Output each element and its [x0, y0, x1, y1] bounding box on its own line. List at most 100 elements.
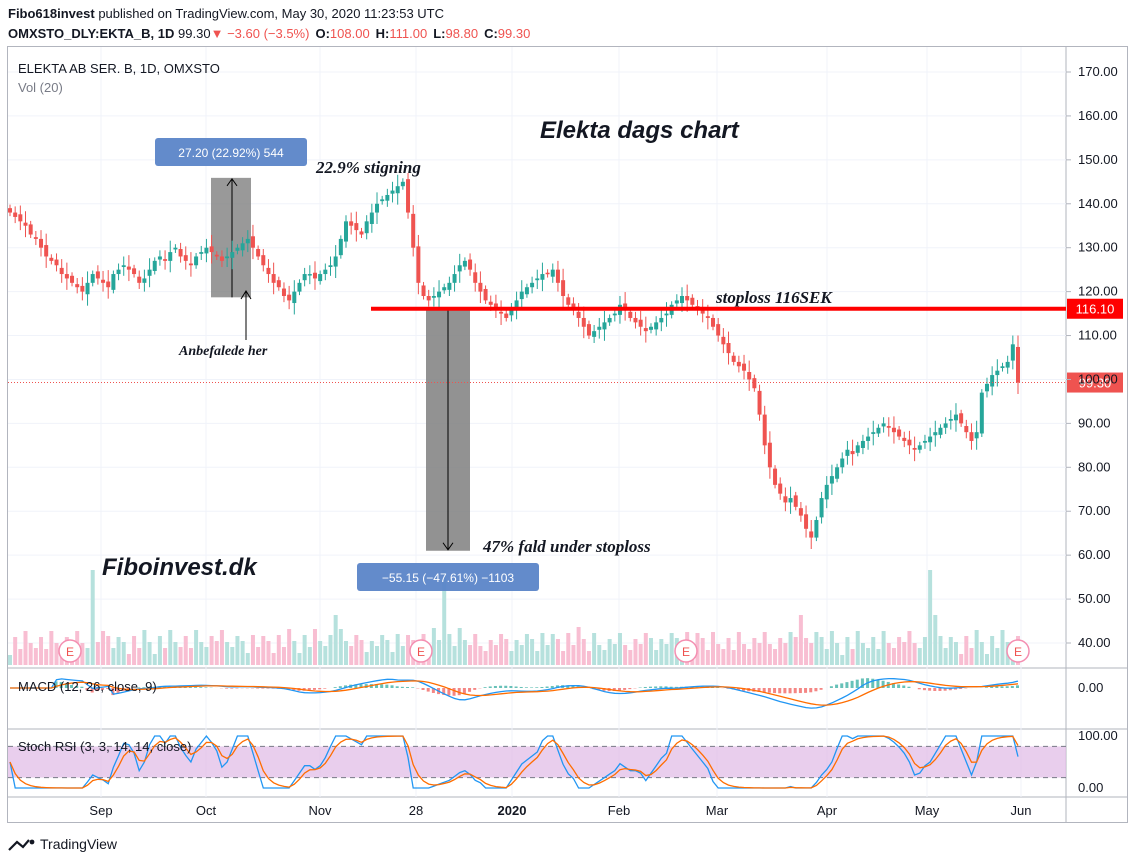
candle-body [142, 278, 147, 283]
volume-bar [214, 641, 219, 665]
macd-histogram-bar [623, 688, 627, 690]
volume-bar [814, 632, 819, 665]
volume-bar [891, 648, 896, 665]
grid-layer [8, 47, 1066, 797]
macd-histogram-bar [648, 686, 652, 688]
volume-bar [886, 643, 891, 665]
candle-body [364, 221, 369, 234]
candle-body [302, 274, 307, 281]
candle-body [783, 496, 788, 503]
macd-histogram-bar [1010, 685, 1014, 688]
candle-body [793, 495, 798, 507]
candle-body [571, 303, 576, 310]
volume-bar [13, 637, 18, 665]
time-tick-label: Mar [706, 803, 729, 818]
candle-body [628, 311, 633, 318]
volume-bar [876, 649, 881, 665]
candle-body [33, 237, 38, 239]
footer-brand[interactable]: TradingView [40, 836, 118, 852]
stoch-rsi-tick-label: 0.00 [1078, 780, 1103, 795]
macd-histogram-bar [959, 688, 963, 689]
candle-body [804, 514, 809, 529]
low-value: 98.80 [445, 26, 479, 41]
candle-body [798, 508, 803, 516]
publisher-name[interactable]: Fibo618invest [8, 6, 95, 21]
volume-bar [80, 643, 85, 665]
time-tick-label: Nov [308, 803, 332, 818]
candle-body [928, 436, 933, 443]
volume-bar [488, 640, 493, 665]
macd-histogram-bar [493, 685, 497, 688]
price-tick-label: 80.00 [1078, 459, 1111, 474]
high-label: H: [375, 26, 390, 41]
candle-body [168, 252, 173, 261]
volume-bar [28, 643, 33, 665]
candle-body [400, 181, 405, 187]
macd-histogram-bar [736, 688, 740, 691]
macd-histogram-bar [106, 688, 110, 690]
measurement-boxes: 27.20 (22.92%) 544 −55.15 (−47.61%) −1103 [155, 138, 539, 591]
macd-histogram-bar [359, 684, 363, 688]
macd-histogram-bar [602, 688, 606, 691]
candle-body [194, 256, 199, 266]
macd-histogram-bar [80, 686, 84, 688]
stoploss-note: stoploss 116SEK [715, 288, 833, 307]
macd-histogram-bar [860, 678, 864, 688]
macd-histogram-bar [654, 686, 658, 688]
volume-bar [400, 646, 405, 665]
candle-body [1005, 361, 1010, 368]
volume-bar [328, 635, 333, 665]
candle-body [312, 272, 317, 279]
candle-body [240, 243, 245, 251]
macd-histogram-bar [891, 683, 895, 688]
volume-bar [974, 630, 979, 665]
candle-body [344, 221, 348, 242]
volume-bar [705, 650, 710, 665]
candle-body [726, 343, 731, 354]
volume-bar [700, 638, 705, 665]
price-tick-label: 70.00 [1078, 503, 1111, 518]
candle-body [654, 322, 659, 330]
volume-bar [793, 637, 798, 665]
volume-bar [928, 570, 933, 665]
macd-histogram-bar [318, 688, 322, 690]
macd-histogram-bar [948, 688, 952, 691]
candle-body [70, 275, 75, 283]
stoch-rsi-tick-label: 100.00 [1078, 728, 1118, 743]
candle-body [287, 294, 292, 301]
volume-bar [912, 643, 917, 665]
candle-body [545, 272, 550, 275]
volume-bar [354, 635, 359, 665]
volume-bar [933, 615, 938, 665]
candle-body [101, 279, 106, 283]
volume-bar [209, 636, 214, 665]
stoploss-line-group: 116.10 99.30 [8, 298, 1123, 393]
macd-histogram-bar [845, 682, 849, 688]
volume-bar [147, 642, 152, 665]
volume-bar [194, 630, 199, 665]
candle-body [318, 274, 323, 282]
volume-bar [602, 650, 607, 665]
macd-histogram-bar [829, 686, 833, 688]
volume-bar [917, 648, 922, 665]
volume-bar [312, 629, 317, 665]
price-tick-label: 120.00 [1078, 284, 1118, 299]
macd-histogram-bar [778, 688, 782, 694]
candle-body [648, 326, 653, 330]
candle-body [188, 263, 193, 266]
volume-bar [271, 653, 276, 665]
volume-bar [736, 632, 741, 665]
candle-body [297, 282, 302, 292]
candle-body [685, 296, 690, 301]
candle-body [39, 238, 44, 248]
macd-histogram-bar [1000, 686, 1004, 688]
candle-body [674, 300, 679, 304]
volume-bar [276, 635, 281, 665]
volume-bar [664, 644, 669, 665]
candle-body [633, 317, 638, 323]
open-value: 108.00 [329, 26, 370, 41]
candle-body [711, 317, 716, 327]
earnings-marker-label: E [682, 645, 690, 659]
candle-body [566, 297, 571, 305]
